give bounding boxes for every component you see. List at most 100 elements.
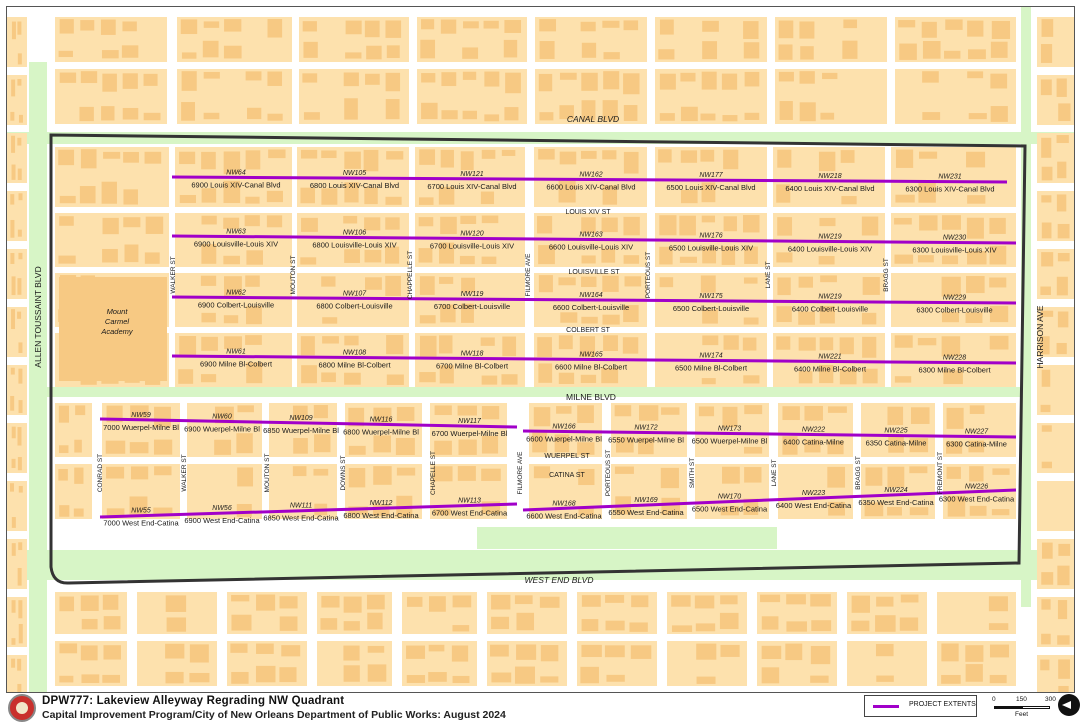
building <box>428 644 445 652</box>
cross-street-label: FILMORE AVE <box>517 451 524 495</box>
building <box>480 337 495 346</box>
building <box>862 276 880 295</box>
project-address-label: 7000 Wuerpel-Milne Bl <box>103 423 179 432</box>
building <box>581 595 601 607</box>
building <box>701 215 716 223</box>
building <box>236 433 253 454</box>
building <box>100 19 116 35</box>
building <box>321 372 336 383</box>
building <box>279 616 298 631</box>
building <box>514 595 533 605</box>
building <box>680 150 698 163</box>
building <box>300 187 315 204</box>
building <box>105 440 126 454</box>
project-extent-line <box>171 234 1017 245</box>
project-address-label: 6400 Louis XIV-Canal Blvd <box>785 184 874 193</box>
building <box>967 195 986 204</box>
building <box>18 193 23 201</box>
building <box>11 658 16 668</box>
building <box>941 336 961 357</box>
building <box>1041 542 1053 559</box>
city-block <box>7 365 27 415</box>
building <box>129 496 148 516</box>
building <box>967 20 984 37</box>
building <box>102 73 117 92</box>
building <box>743 317 759 325</box>
building <box>385 196 402 205</box>
building <box>990 41 1008 58</box>
building <box>1041 425 1052 432</box>
building <box>343 596 362 613</box>
project-id-label: NW219 <box>818 233 841 240</box>
building <box>946 441 963 454</box>
building <box>201 336 218 351</box>
building <box>827 466 846 488</box>
building <box>313 405 328 419</box>
building <box>386 151 404 160</box>
building <box>851 595 870 613</box>
building <box>614 466 634 474</box>
landmark-label: Carmel <box>105 317 130 326</box>
building <box>59 505 70 517</box>
building <box>819 364 834 384</box>
building <box>810 594 831 607</box>
building <box>840 150 855 163</box>
building <box>601 217 618 233</box>
building <box>301 217 318 232</box>
building <box>58 445 69 454</box>
building <box>18 252 23 260</box>
building <box>420 39 436 59</box>
building <box>373 407 392 423</box>
building <box>822 72 838 80</box>
building <box>899 43 917 60</box>
scale-unit: Feet <box>1015 711 1029 718</box>
building <box>11 276 16 296</box>
project-id-label: NW218 <box>818 173 841 180</box>
project-id-label: NW169 <box>634 497 657 504</box>
building <box>203 71 220 79</box>
building <box>578 468 595 486</box>
project-address-label: 6800 Louis XIV-Canal Blvd <box>310 181 399 190</box>
building <box>223 255 240 265</box>
building <box>18 368 23 384</box>
building <box>58 149 75 166</box>
project-id-label: NW56 <box>212 505 232 512</box>
building <box>537 337 552 357</box>
building <box>245 275 260 287</box>
building <box>501 374 518 385</box>
cross-street-label: PORTEOUS ST <box>645 252 652 299</box>
building <box>623 105 638 121</box>
building <box>778 20 794 39</box>
building <box>457 466 476 481</box>
cross-street-label: SMITH ST <box>689 458 696 488</box>
building <box>910 407 930 424</box>
building <box>459 255 475 265</box>
building <box>776 252 793 263</box>
cross-street-label: FILMORE AVE <box>525 253 532 297</box>
building <box>10 483 15 492</box>
building <box>79 106 94 122</box>
building <box>965 645 984 662</box>
building <box>800 46 814 60</box>
building <box>366 45 382 60</box>
building <box>321 276 336 287</box>
cross-street-label: LANE ST <box>765 261 772 288</box>
building <box>267 71 283 86</box>
building <box>605 594 625 603</box>
legend-label: PROJECT EXTENTS <box>909 701 976 708</box>
building <box>539 19 557 32</box>
building <box>10 194 15 205</box>
project-id-label: NW117 <box>458 418 482 425</box>
building <box>887 506 902 516</box>
building <box>946 407 964 429</box>
building <box>1041 572 1054 585</box>
building <box>463 21 479 29</box>
building <box>602 314 620 325</box>
building <box>144 151 162 164</box>
building <box>364 20 380 38</box>
project-id-label: NW108 <box>343 350 366 357</box>
project-id-label: NW59 <box>131 412 151 419</box>
building <box>386 335 404 355</box>
building <box>503 39 518 58</box>
project-address-label: 6400 Louisville-Louis XIV <box>788 244 872 253</box>
